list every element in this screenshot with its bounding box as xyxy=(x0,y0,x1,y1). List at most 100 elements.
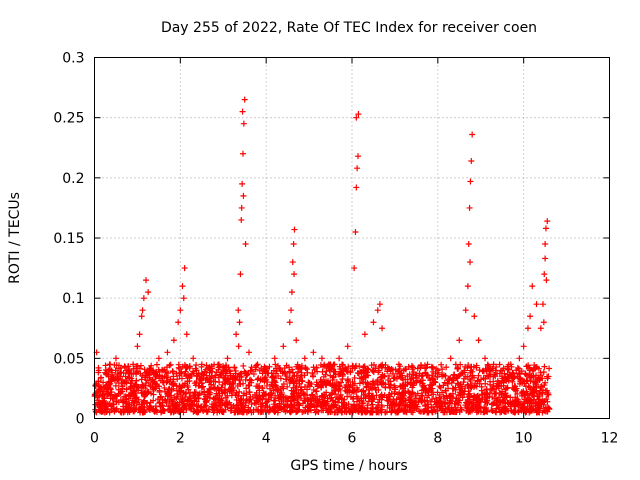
baseline-point xyxy=(354,369,361,376)
baseline-point xyxy=(215,366,222,373)
data-point xyxy=(145,289,152,296)
data-point xyxy=(241,96,248,103)
baseline-point xyxy=(203,362,210,369)
baseline-point xyxy=(351,374,358,381)
baseline-point xyxy=(146,371,153,378)
baseline-point xyxy=(332,383,339,390)
baseline-point xyxy=(343,402,350,409)
data-point xyxy=(240,120,247,127)
baseline-point xyxy=(368,409,375,416)
baseline-point xyxy=(224,398,231,405)
baseline-point xyxy=(410,369,417,376)
baseline-point xyxy=(224,376,231,383)
baseline-point xyxy=(266,363,273,370)
baseline-point xyxy=(464,396,471,403)
baseline-point xyxy=(319,368,326,375)
baseline-point xyxy=(253,383,260,390)
baseline-point xyxy=(418,408,425,415)
data-point xyxy=(138,313,145,320)
baseline-point xyxy=(387,378,394,385)
baseline-point xyxy=(99,390,106,397)
baseline-point xyxy=(107,386,114,393)
baseline-point xyxy=(464,381,471,388)
baseline-point xyxy=(294,399,301,406)
baseline-point xyxy=(267,385,274,392)
baseline-point xyxy=(409,398,416,405)
baseline-point xyxy=(501,396,508,403)
baseline-point xyxy=(102,362,109,369)
baseline-point xyxy=(346,389,353,396)
baseline-point xyxy=(167,409,174,416)
data-point xyxy=(533,301,540,308)
baseline-point xyxy=(365,366,372,373)
baseline-point xyxy=(198,384,205,391)
baseline-point xyxy=(266,404,273,411)
baseline-point xyxy=(417,396,424,403)
data-point xyxy=(288,289,295,296)
baseline-point xyxy=(307,395,314,402)
baseline-point xyxy=(456,397,463,404)
baseline-point xyxy=(410,375,417,382)
baseline-point xyxy=(489,407,496,414)
baseline-point xyxy=(523,408,530,415)
baseline-point xyxy=(159,403,166,410)
baseline-point xyxy=(222,394,229,401)
baseline-point xyxy=(378,394,385,401)
baseline-point xyxy=(408,362,415,369)
data-point xyxy=(361,331,368,338)
baseline-point xyxy=(306,380,313,387)
baseline-point xyxy=(492,367,499,374)
data-point xyxy=(224,355,231,362)
baseline-point xyxy=(97,375,104,382)
baseline-point xyxy=(170,396,177,403)
baseline-point xyxy=(321,393,328,400)
baseline-point xyxy=(314,383,321,390)
baseline-point xyxy=(371,361,378,368)
baseline-point xyxy=(129,377,136,384)
baseline-point xyxy=(166,398,173,405)
data-point xyxy=(291,271,298,278)
baseline-point xyxy=(219,381,226,388)
baseline-point xyxy=(123,403,130,410)
data-point xyxy=(542,255,549,262)
baseline-point xyxy=(369,394,376,401)
baseline-point xyxy=(216,396,223,403)
baseline-point xyxy=(425,389,432,396)
baseline-point xyxy=(384,366,391,373)
baseline-point xyxy=(130,393,137,400)
data-point xyxy=(370,319,377,326)
y-tick-label: 0.25 xyxy=(53,111,84,127)
baseline-point xyxy=(338,399,345,406)
baseline-point xyxy=(147,407,154,414)
data-point xyxy=(134,343,141,350)
data-point xyxy=(482,355,489,362)
baseline-point xyxy=(156,387,163,394)
baseline-point xyxy=(349,406,356,413)
x-tick-label: 8 xyxy=(433,431,442,447)
baseline-point xyxy=(295,407,302,414)
baseline-point xyxy=(237,396,244,403)
baseline-point xyxy=(158,393,165,400)
baseline-point xyxy=(470,374,477,381)
baseline-point xyxy=(448,404,455,411)
data-point xyxy=(524,325,531,332)
baseline-point xyxy=(151,408,158,415)
baseline-point xyxy=(335,380,342,387)
baseline-point xyxy=(546,365,553,372)
baseline-point xyxy=(422,402,429,409)
baseline-point xyxy=(488,386,495,393)
baseline-point xyxy=(205,406,212,413)
baseline-point xyxy=(328,394,335,401)
baseline-point xyxy=(186,378,193,385)
baseline-point xyxy=(442,399,449,406)
baseline-point xyxy=(233,389,240,396)
y-tick-label: 0.15 xyxy=(53,231,84,247)
baseline-point xyxy=(331,381,338,388)
baseline-point xyxy=(434,399,441,406)
baseline-point xyxy=(434,407,441,414)
data-point xyxy=(235,343,242,350)
baseline-point xyxy=(117,390,124,397)
baseline-point xyxy=(522,409,529,416)
baseline-point xyxy=(228,404,235,411)
baseline-point xyxy=(199,371,206,378)
